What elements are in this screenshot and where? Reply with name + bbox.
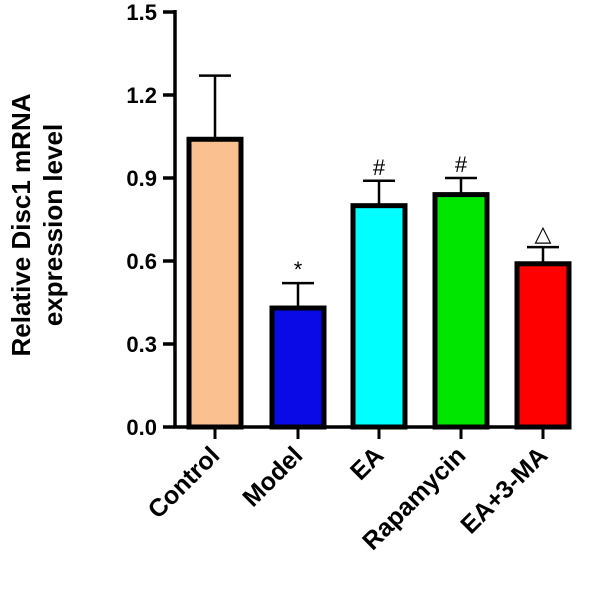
bar-ea-3-ma [514, 261, 572, 430]
bar-model [269, 305, 327, 430]
bar-control [186, 136, 244, 430]
error-bars-group [199, 74, 559, 309]
y-axis-title-line-1: Relative Disc1 mRNA [6, 93, 36, 356]
bar-rapamycin [432, 192, 490, 430]
y-axis-title: Relative Disc1 mRNA expression level [6, 93, 68, 356]
x-tick-label-model: Model [237, 441, 308, 512]
x-tick-label-control: Control [143, 441, 226, 524]
y-tick-label: 0.0 [126, 415, 157, 440]
significance-mark-rapamycin: # [455, 152, 468, 177]
significance-mark-ea-3-ma: △ [535, 221, 552, 246]
significance-mark-model: * [294, 257, 303, 282]
annotations-group: * # # △ [294, 152, 552, 282]
y-tick-label: 0.9 [126, 166, 157, 191]
x-tick-label-ea: EA [345, 441, 389, 485]
y-axis-title-line-2: expression level [38, 124, 68, 326]
y-axis: 0.0 0.3 0.6 0.9 1.2 1.5 [126, 0, 177, 440]
y-tick-label: 1.2 [126, 83, 157, 108]
y-tick-label: 0.6 [126, 249, 157, 274]
y-tick-label: 0.3 [126, 332, 157, 357]
y-tick-label: 1.5 [126, 0, 157, 25]
bar-ea [350, 203, 408, 430]
x-tick-label-ea-3-ma: EA+3-MA [455, 441, 553, 539]
significance-mark-ea: # [373, 155, 386, 180]
